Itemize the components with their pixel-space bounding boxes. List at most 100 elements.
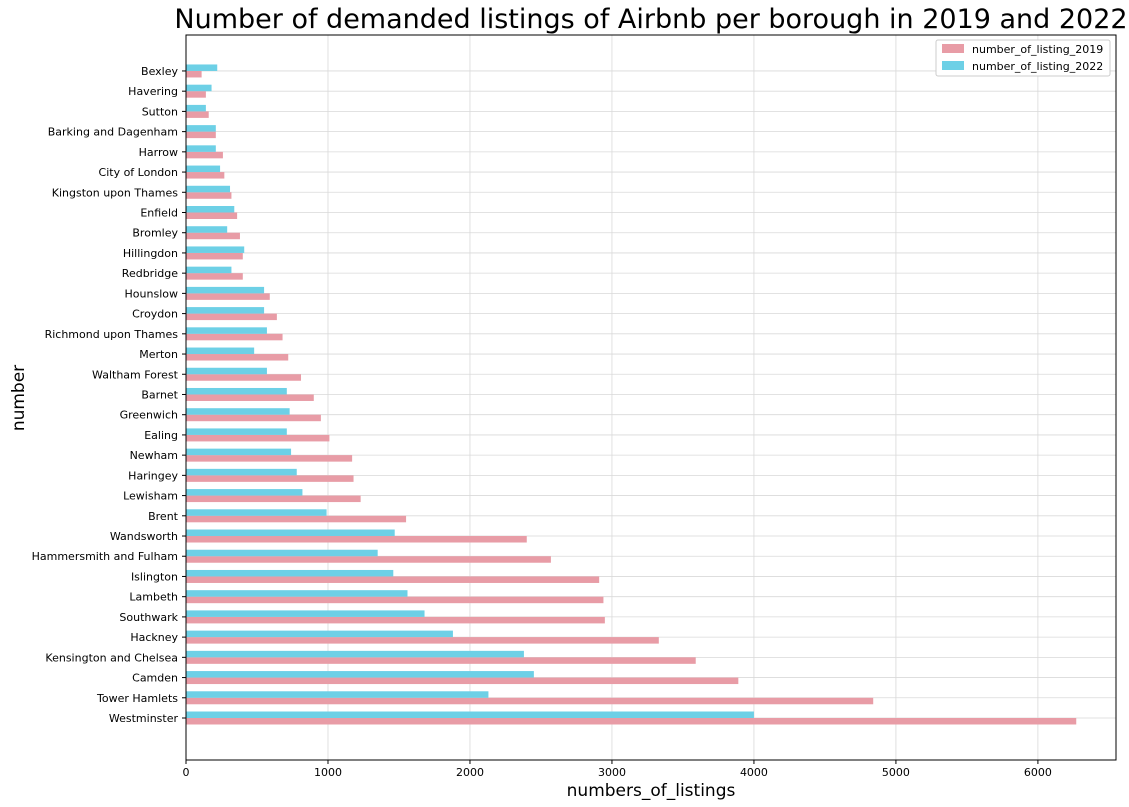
bar-2022 [186,327,267,334]
bar-2022 [186,84,212,92]
y-tick-label: Harrow [139,146,178,159]
bar-2019 [186,374,302,381]
bar-2019 [186,91,206,98]
x-tick-label: 4000 [740,766,768,779]
bar-2019 [186,556,551,563]
y-tick-label: Merton [139,348,178,361]
bar-2019 [186,131,216,139]
bar-2022 [186,125,216,132]
bar-2022 [186,569,394,577]
x-tick-label: 3000 [598,766,626,779]
legend-box [935,39,1111,77]
y-tick-label: Hammersmith and Fulham [32,550,178,563]
bar-2019 [186,657,696,664]
y-axis-label: number [9,365,29,431]
y-tick-label: Lewisham [123,490,178,503]
bar-2019 [186,475,354,482]
axis-ticks: 0 1000 2000 3000 4000 5000 6000 Westminster Towe… [32,65,1052,779]
y-tick-label: Southwark [119,611,178,624]
y-tick-label: Hounslow [125,287,178,300]
x-tick-label: 6000 [1024,766,1052,779]
legend-swatch-2022 [942,61,964,70]
legend-label-2019: number_of_listing_2019 [972,43,1103,56]
bar-2022 [186,650,524,658]
y-tick-label: Greenwich [120,409,178,422]
bar-2022 [186,226,228,233]
bar-2022 [186,590,408,597]
y-tick-label: Kingston upon Thames [52,186,179,199]
bar-2022 [186,266,232,274]
bar-2019 [186,616,605,624]
y-tick-label: Sutton [142,105,178,118]
bar-2022 [186,145,216,152]
bar-2019 [186,596,604,604]
bar-2022 [186,529,395,537]
legend: number_of_listing_2019 number_of_listing… [935,39,1111,77]
bar-2019 [186,536,527,543]
bar-2019 [186,111,209,118]
bar-2019 [186,495,361,503]
bar-2019 [186,354,289,361]
y-tick-label: Barnet [141,388,178,401]
bar-2019 [186,434,330,442]
bar-2022 [186,489,303,496]
bar-2022 [186,185,231,193]
y-tick-label: Enfield [140,207,178,220]
y-tick-label: Ealing [144,429,178,442]
bar-2019 [186,273,243,280]
y-tick-label: Wandsworth [110,530,178,543]
bar-2022 [186,610,425,617]
bar-2022 [186,671,534,678]
bar-2019 [186,637,659,644]
y-tick-label: Redbridge [122,267,178,280]
y-tick-label: Hillingdon [123,247,178,260]
bar-2022 [186,104,206,112]
bar-2022 [186,448,292,456]
x-axis-label: numbers_of_listings [567,781,736,801]
bar-2019 [186,293,270,300]
y-tick-label: Haringey [128,469,178,482]
y-tick-label: Richmond upon Thames [45,328,179,341]
plot-frame [185,34,1117,761]
bar-2019 [186,455,353,462]
y-tick-label: Islington [131,570,178,583]
bar-2022 [186,64,218,71]
bar-2019 [186,172,225,179]
y-tick-label: Camden [132,672,178,685]
y-tick-label: Lambeth [129,591,178,604]
bar-2019 [186,697,874,705]
chart-title: Number of demanded listings of Airbnb pe… [174,4,1127,35]
bar-2022 [186,286,265,294]
bar-2019 [186,414,321,422]
x-tick-label: 2000 [456,766,484,779]
y-tick-label: Brent [148,510,179,523]
bar-2022 [186,387,287,395]
bar-2022 [186,468,297,476]
legend-label-2022: number_of_listing_2022 [972,60,1103,73]
y-tick-label: Newham [130,449,178,462]
bar-2019 [186,212,238,219]
y-tick-label: Bexley [141,65,178,78]
bar-2019 [186,313,277,321]
y-tick-label: Bromley [132,227,178,240]
bar-2022 [186,408,290,415]
bar-2022 [186,246,245,253]
y-tick-label: Tower Hamlets [96,692,178,705]
bar-2022 [186,509,327,516]
bar-2022 [186,307,265,314]
y-tick-label: Westminster [109,712,179,725]
bar-2022 [186,549,378,557]
bar-2019 [186,515,407,523]
bar-2019 [186,677,739,685]
bar-2019 [186,718,1077,725]
bar-2022 [186,367,267,375]
bar-2019 [186,192,232,199]
bar-2019 [186,232,240,240]
bar-2019 [186,333,283,341]
bar-2022 [186,165,221,173]
y-tick-label: Havering [128,85,178,98]
bar-2022 [186,428,287,435]
bar-2019 [186,576,600,583]
bar-2019 [186,70,202,78]
